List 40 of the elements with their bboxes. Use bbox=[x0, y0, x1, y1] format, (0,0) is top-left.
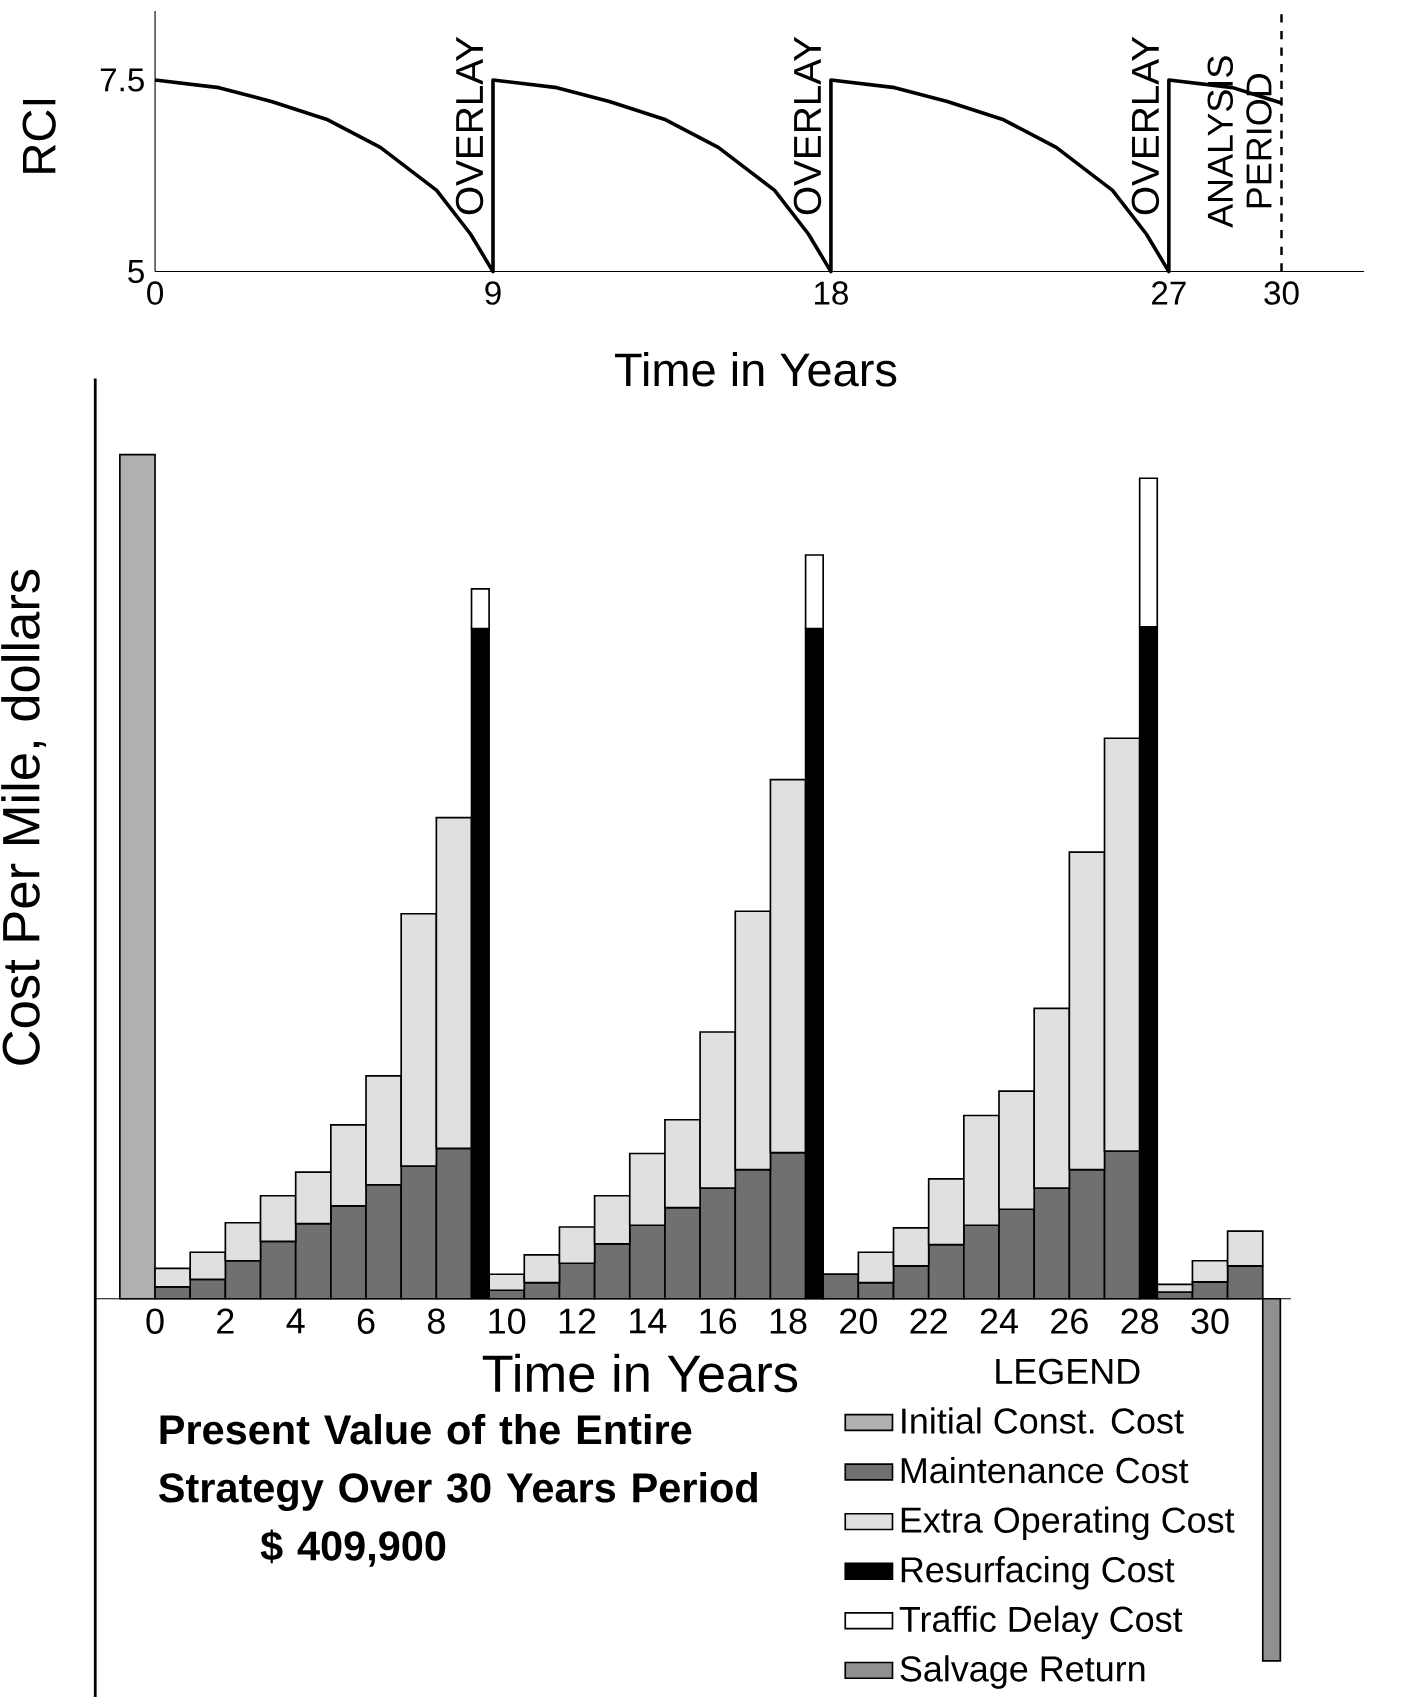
legend-label: Resurfacing Cost bbox=[901, 1556, 1175, 1590]
x-tick-label: 2 bbox=[216, 1308, 234, 1334]
x-tick-label: 28 bbox=[1121, 1308, 1158, 1334]
x-tick-label: 26 bbox=[1050, 1308, 1088, 1334]
x-tick-label: 22 bbox=[910, 1308, 947, 1334]
x-tick-label: 18 bbox=[770, 1308, 807, 1334]
x-tick-label: 4 bbox=[286, 1308, 305, 1334]
x-tick-label: 30 bbox=[1191, 1308, 1229, 1334]
x-tick-label: 18 bbox=[814, 281, 848, 305]
x-axis-title: Time in Years bbox=[614, 352, 897, 387]
y-axis-title: Cost Per Mile, dollars bbox=[0, 569, 46, 1065]
x-tick-label: 16 bbox=[700, 1308, 736, 1334]
annotation: OVERLAY bbox=[793, 36, 821, 215]
legend-title: LEGEND bbox=[996, 1358, 1140, 1385]
x-tick-label: 8 bbox=[427, 1308, 445, 1334]
annotation: Present Value of the Entire Strategy Over 30 Years Period bbox=[158, 1414, 757, 1511]
legend-label: Salvage Return bbox=[900, 1655, 1145, 1689]
x-tick-label: 30 bbox=[1264, 281, 1299, 305]
annotation: OVERLAY bbox=[1131, 36, 1159, 215]
x-tick-label: 0 bbox=[146, 1308, 164, 1334]
x-tick-label: 6 bbox=[357, 1308, 375, 1334]
annotation: $ 409,900 bbox=[260, 1529, 446, 1567]
legend-label: Initial Const. Cost bbox=[901, 1407, 1184, 1434]
y-axis-title: RCI bbox=[22, 99, 56, 173]
x-axis-title: Time in Years bbox=[482, 1353, 797, 1393]
y-tick-label: 5 bbox=[127, 259, 144, 284]
annotation: OVERLAY bbox=[455, 36, 484, 215]
x-tick-label: 24 bbox=[980, 1308, 1018, 1334]
legend-label: Maintenance Cost bbox=[901, 1456, 1189, 1484]
x-tick-label: 27 bbox=[1151, 281, 1186, 305]
legend-label: Traffic Delay Cost bbox=[899, 1605, 1183, 1640]
x-tick-label: 20 bbox=[839, 1308, 877, 1334]
ref-line-label: ANALYSIS PERIOD bbox=[1207, 56, 1272, 228]
x-tick-label: 12 bbox=[559, 1308, 595, 1334]
x-tick-label: 10 bbox=[489, 1308, 526, 1334]
legend-label: Extra Operating Cost bbox=[901, 1506, 1235, 1541]
x-tick-label: 14 bbox=[629, 1308, 667, 1334]
x-tick-label: 9 bbox=[485, 281, 501, 305]
x-tick-label: 0 bbox=[146, 281, 163, 305]
y-tick-label: 7.5 bbox=[100, 68, 144, 92]
